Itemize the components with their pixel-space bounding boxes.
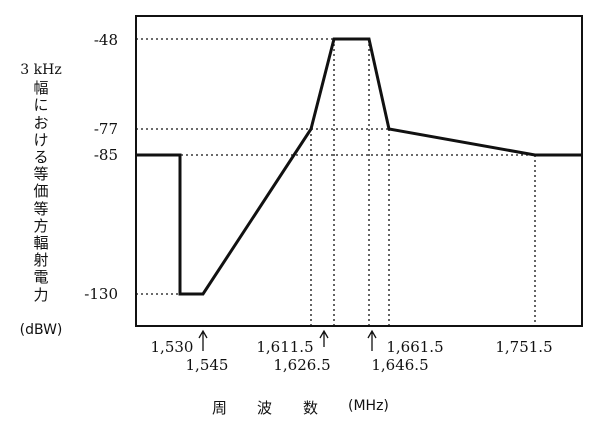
plot-frame xyxy=(135,15,583,327)
y-axis-label-char: 等 xyxy=(33,165,49,184)
series-line xyxy=(136,37,582,296)
tick-arrow xyxy=(198,329,208,351)
x-tick-label: 1,626.5 xyxy=(273,356,330,374)
y-tick-label: -85 xyxy=(94,146,118,164)
y-axis-label-char: 幅 xyxy=(33,79,49,98)
y-axis-label-char: 力 xyxy=(33,285,49,304)
x-tick-label: 1,751.5 xyxy=(495,338,552,356)
y-tick-label: -130 xyxy=(84,285,118,303)
y-tick-label: -48 xyxy=(94,31,118,49)
x-axis-label: 周 波 数 (MHz) xyxy=(0,397,600,419)
y-axis-label-char: お xyxy=(33,113,49,132)
y-axis-label-char: 価 xyxy=(33,182,49,201)
x-axis-label-char: 数 xyxy=(303,399,319,417)
x-axis-label-char: 周 xyxy=(212,399,228,417)
y-axis-label-char: る xyxy=(33,148,49,167)
x-tick-label: 1,530 xyxy=(151,338,194,356)
y-axis-label-char: 方 xyxy=(33,216,49,235)
x-tick-label: 1,646.5 xyxy=(371,356,428,374)
y-axis-label-top: 3 kHz xyxy=(20,62,62,78)
reference-lines xyxy=(136,38,582,326)
x-tick-label: 1,661.5 xyxy=(386,338,443,356)
x-axis-label-char: 波 xyxy=(257,399,273,417)
x-tick-label: 1,545 xyxy=(186,356,229,374)
tick-arrow xyxy=(319,329,329,347)
y-axis-label-char: 射 xyxy=(33,251,49,270)
x-axis-unit: (MHz) xyxy=(348,398,389,414)
y-axis-label-char: 等 xyxy=(33,199,49,218)
y-axis-label-char: 電 xyxy=(33,268,49,287)
x-tick-label: 1,611.5 xyxy=(256,338,313,356)
y-axis-unit: (dBW) xyxy=(19,321,63,338)
y-axis-label-char: 輻 xyxy=(33,234,49,253)
y-axis-label: 3 kHz 幅 に お け る 等 価 等 方 輻 射 電 力 (dBW) xyxy=(10,62,72,339)
tick-arrow xyxy=(367,329,377,351)
y-axis-label-char: に xyxy=(33,96,49,115)
y-axis-label-char: け xyxy=(33,130,49,149)
y-tick-label: -77 xyxy=(94,120,118,138)
